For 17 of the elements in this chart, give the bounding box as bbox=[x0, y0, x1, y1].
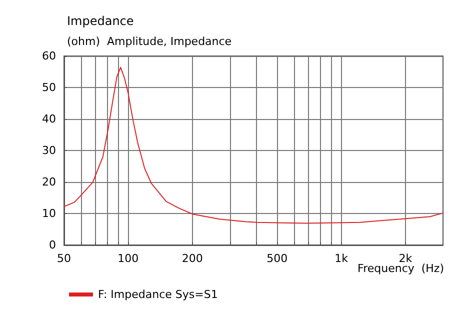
y-tick-label: 40 bbox=[42, 112, 56, 126]
chart-subtitle: (ohm) Amplitude, Impedance bbox=[67, 35, 232, 48]
x-tick-label: 500 bbox=[266, 252, 288, 265]
x-tick-label: 100 bbox=[118, 252, 139, 265]
x-tick-label: 2k bbox=[398, 252, 413, 265]
y-tick-label: 10 bbox=[42, 207, 56, 220]
x-axis-title: Frequency (Hz) bbox=[358, 262, 444, 275]
y-tick-label: 0 bbox=[49, 238, 56, 252]
x-tick-label: 1k bbox=[334, 252, 349, 265]
legend-label: F: Impedance Sys=S1 bbox=[98, 288, 218, 301]
x-tick-label: 50 bbox=[57, 252, 71, 265]
x-tick-label: 200 bbox=[182, 252, 203, 265]
y-tick-label: 30 bbox=[42, 144, 56, 157]
y-tick-label: 50 bbox=[42, 81, 56, 94]
y-tick-label: 60 bbox=[42, 50, 56, 62]
y-tick-label: 20 bbox=[42, 176, 56, 188]
chart-title: Impedance bbox=[67, 14, 134, 28]
